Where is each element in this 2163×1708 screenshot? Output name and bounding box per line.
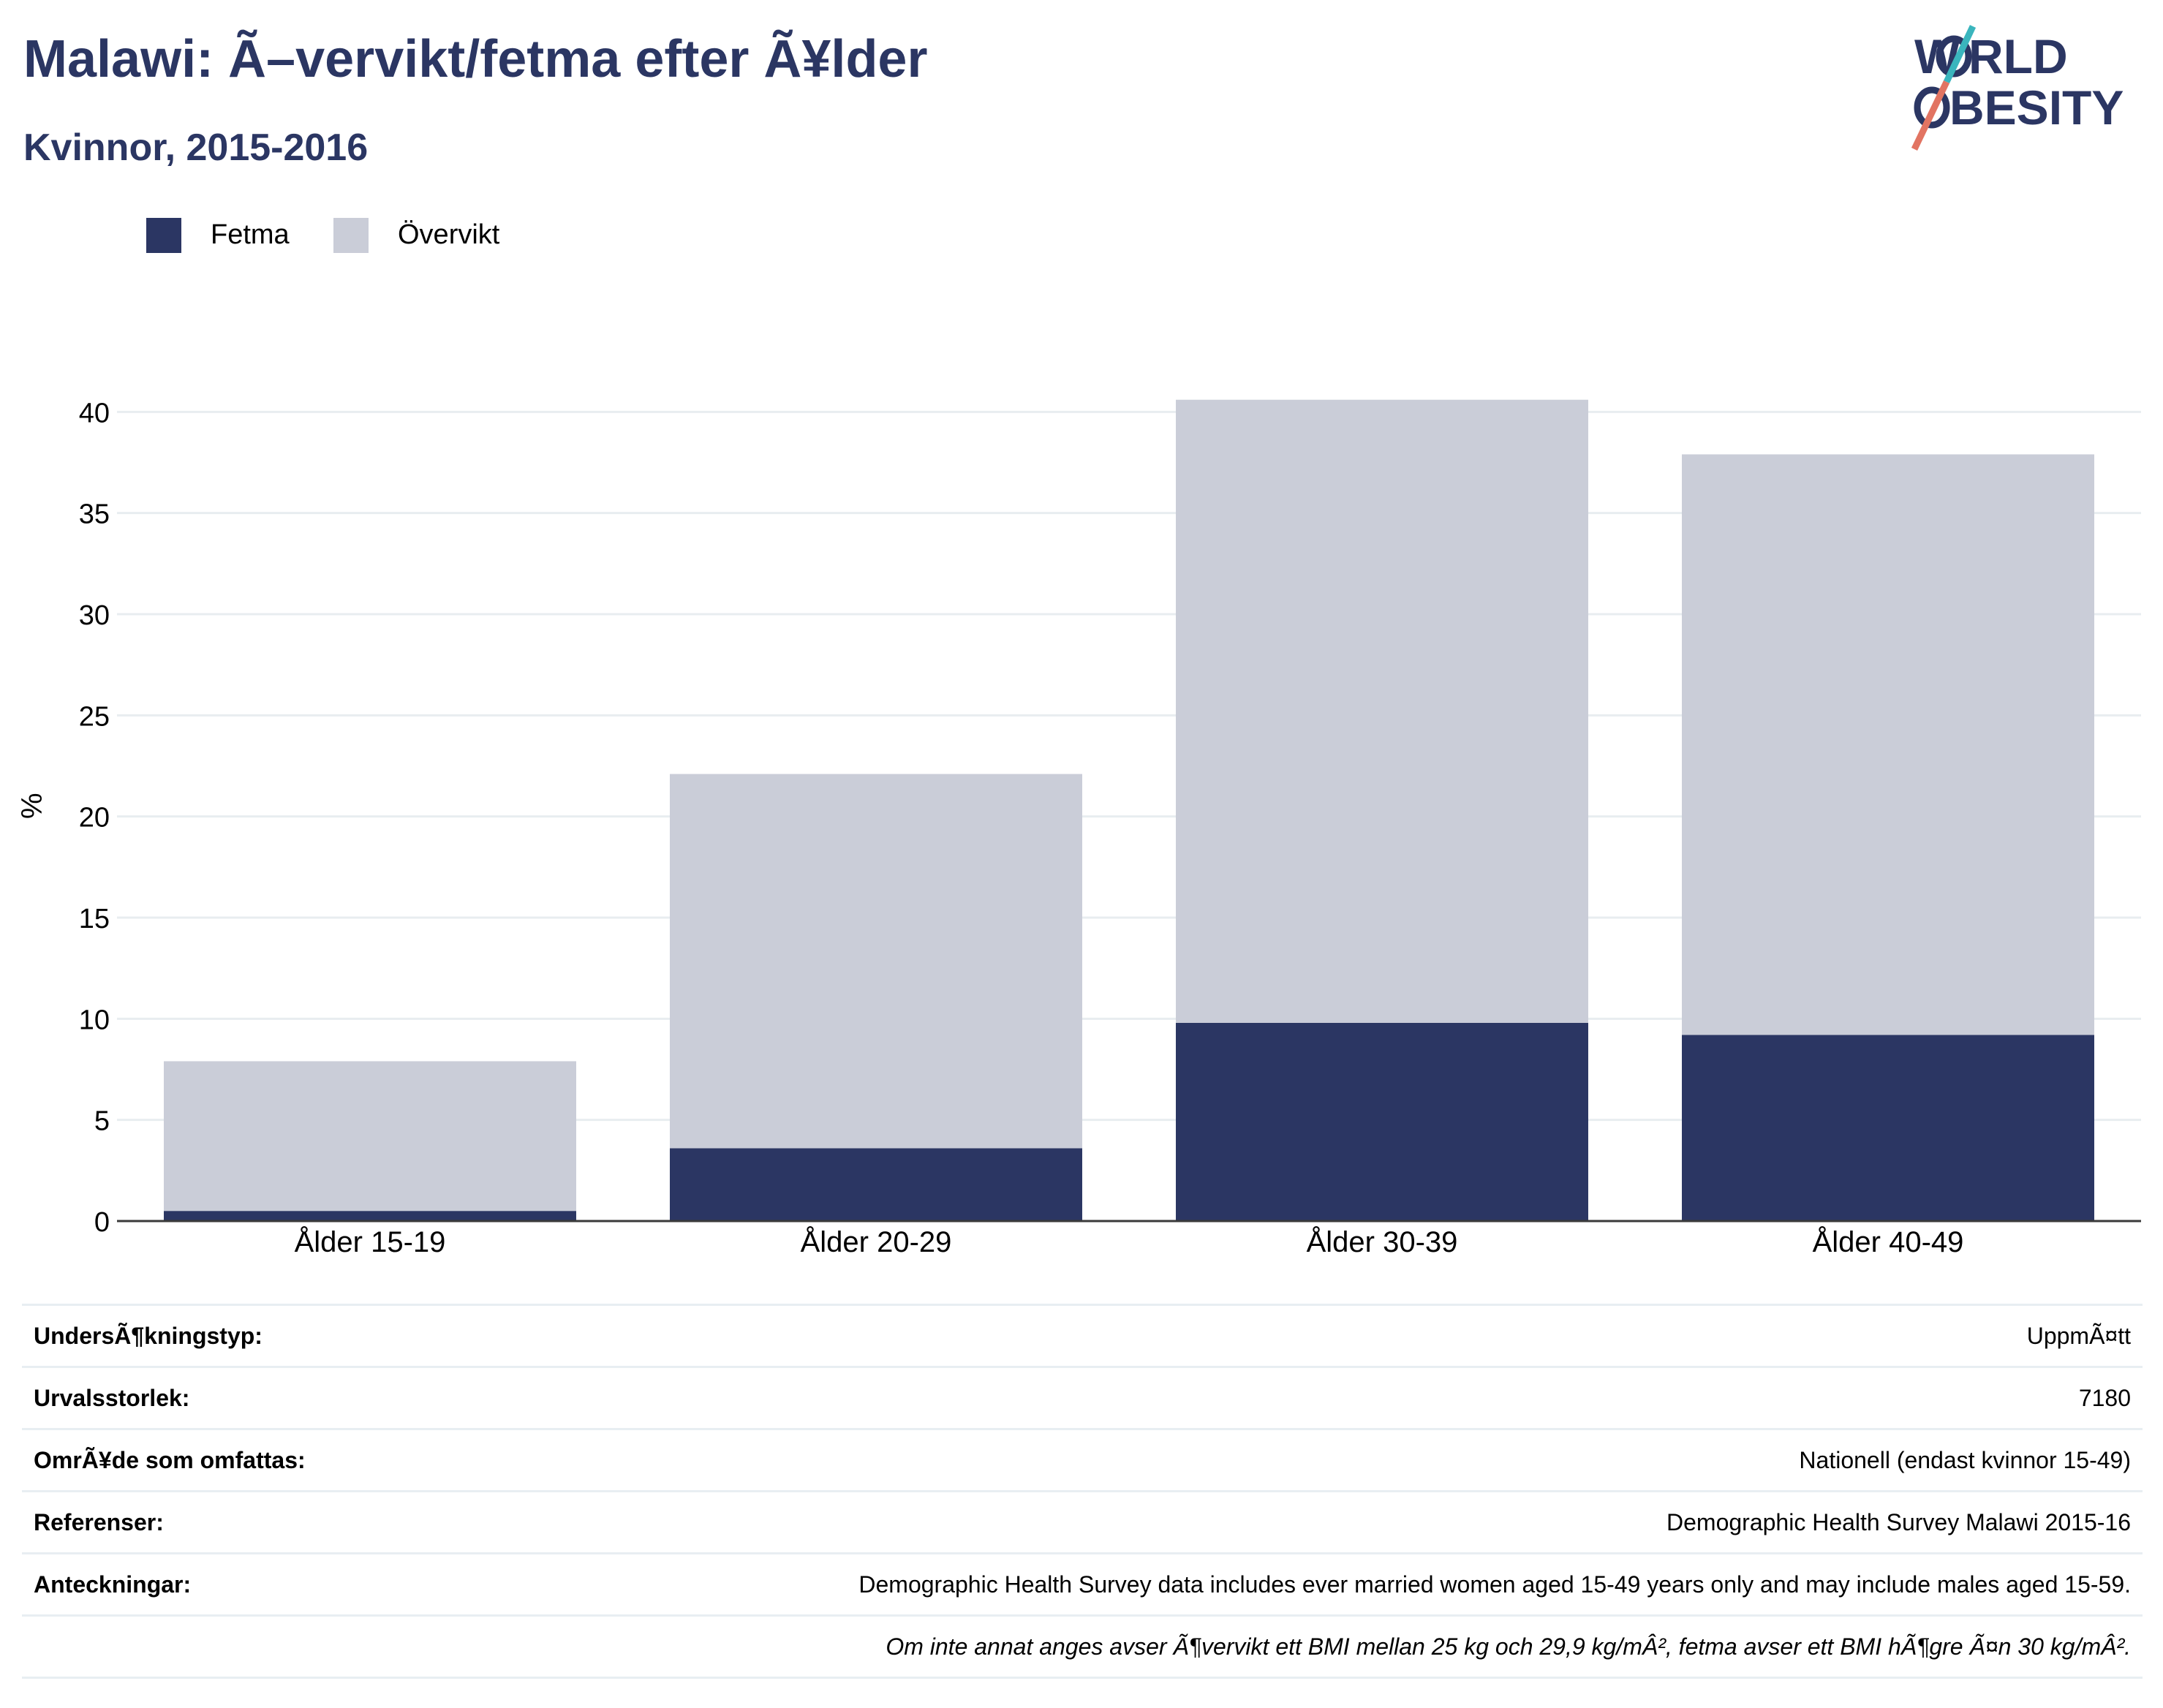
bar--vervikt (1682, 454, 2094, 1035)
info-value: 7180 (415, 1366, 2143, 1429)
svg-text:RLD: RLD (1968, 29, 2068, 83)
legend-swatch-fetma (146, 218, 181, 253)
info-key: Urvalsstorlek: (22, 1366, 416, 1429)
legend-label-overvikt: Övervikt (398, 219, 500, 250)
info-row-coverage: OmrÃ¥de som omfattas: Nationell (endast … (22, 1428, 2143, 1492)
y-tick-label: 35 (79, 499, 110, 530)
legend-label-fetma: Fetma (211, 219, 290, 250)
info-value: UppmÃ¤tt (415, 1304, 2143, 1367)
x-tick-label: Ålder 15-19 (295, 1225, 446, 1258)
y-tick-label: 5 (94, 1106, 110, 1137)
bar--vervikt (164, 1061, 576, 1212)
survey-info-table: UndersÃ¶kningstyp: UppmÃ¤tt Urvalsstorle… (22, 1304, 2143, 1679)
page-title: Malawi: Ã–vervikt/fetma efter Ã¥lder (23, 30, 928, 88)
x-tick-label: Ålder 40-49 (1813, 1225, 1964, 1258)
info-key: OmrÃ¥de som omfattas: (22, 1428, 416, 1492)
bar--vervikt (670, 774, 1082, 1149)
page-subtitle: Kvinnor, 2015-2016 (23, 126, 369, 169)
info-key: Referenser: (22, 1490, 416, 1554)
bar-fetma (164, 1211, 576, 1221)
x-tick-label: Ålder 30-39 (1307, 1225, 1458, 1258)
info-value: Demographic Health Survey data includes … (415, 1552, 2143, 1616)
bar-chart: 0 5 10 15 20 25 30 35 40 Ålder 15-19 Ålder 20-29 Ål… (79, 398, 2141, 1258)
world-obesity-logo: W RLD BESITY (1911, 25, 2124, 151)
bar--vervikt (1176, 399, 1588, 1023)
bar-fetma (1176, 1022, 1588, 1221)
y-axis-title-wrap: % (16, 775, 75, 819)
y-tick-label: 10 (79, 1005, 110, 1035)
info-row-notes: Anteckningar: Demographic Health Survey … (22, 1552, 2143, 1616)
info-key: Anteckningar: (22, 1552, 416, 1616)
info-row-survey-type: UndersÃ¶kningstyp: UppmÃ¤tt (22, 1304, 2143, 1367)
y-tick-label: 30 (79, 600, 110, 631)
bar-fetma (670, 1148, 1082, 1221)
svg-text:BESITY: BESITY (1949, 80, 2124, 135)
y-tick-label: 15 (79, 904, 110, 934)
y-axis-title: % (16, 793, 48, 819)
y-tick-label: 0 (94, 1207, 110, 1238)
info-value: Nationell (endast kvinnor 15-49) (415, 1428, 2143, 1492)
info-value: Demographic Health Survey Malawi 2015-16 (415, 1490, 2143, 1554)
info-empty-cell (22, 1614, 416, 1679)
info-row-sample-size: Urvalsstorlek: 7180 (22, 1366, 2143, 1429)
x-tick-label: Ålder 20-29 (801, 1225, 952, 1258)
y-tick-label: 20 (79, 803, 110, 834)
info-row-references: Referenser: Demographic Health Survey Ma… (22, 1490, 2143, 1554)
legend-swatch-overvikt (333, 218, 369, 253)
info-footnote: Om inte annat anges avser Ã¶vervikt ett … (415, 1614, 2143, 1679)
y-tick-label: 25 (79, 701, 110, 732)
bar-fetma (1682, 1035, 2094, 1221)
info-row-footnote: Om inte annat anges avser Ã¶vervikt ett … (22, 1614, 2143, 1679)
y-tick-label: 40 (79, 398, 110, 428)
info-key: UndersÃ¶kningstyp: (22, 1304, 416, 1367)
